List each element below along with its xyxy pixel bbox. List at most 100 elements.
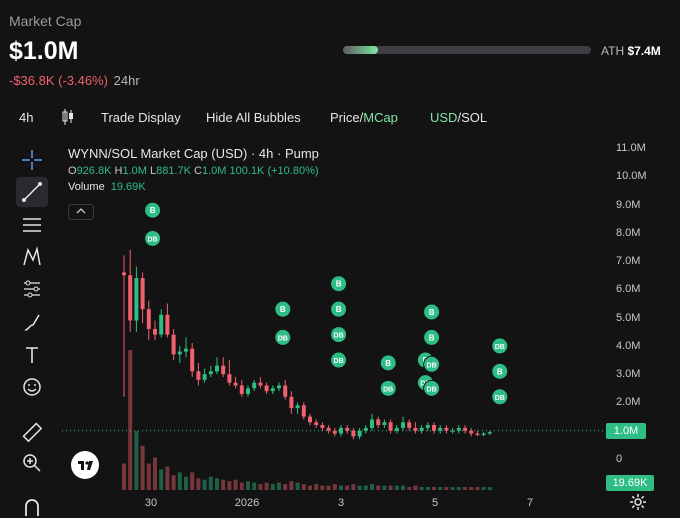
price-chart[interactable]: BDBBDBBBDBDBBDBBBBDBDBDBDBBDB	[62, 140, 610, 490]
emoji-tool[interactable]	[16, 372, 48, 402]
volume-bar	[277, 482, 281, 490]
y-tick-label: 2.0M	[616, 396, 641, 409]
zoom-tool[interactable]	[16, 448, 48, 478]
candle-body	[165, 314, 170, 335]
magnet-tool[interactable]	[16, 492, 48, 518]
ath-prefix: ATH	[601, 44, 625, 58]
crosshair-icon	[22, 150, 42, 170]
drawing-toolbar	[0, 140, 62, 518]
trade-bubble-label: B	[385, 359, 391, 368]
ruler-tool[interactable]	[16, 417, 48, 447]
volume-bar	[357, 485, 362, 490]
volume-bar	[171, 475, 176, 490]
candle-body	[277, 385, 281, 389]
candle-body	[202, 374, 207, 380]
volume-value: 19.69K	[110, 181, 146, 193]
text-icon	[26, 347, 38, 363]
hide-bubbles-button[interactable]: Hide All Bubbles	[206, 110, 301, 125]
collapse-legend-button[interactable]	[68, 204, 94, 220]
volume-bar	[301, 484, 306, 490]
volume-bar	[432, 487, 436, 490]
market-cap-label: Market Cap	[9, 13, 82, 29]
trade-bubble	[330, 351, 348, 369]
trade-bubble	[491, 337, 509, 355]
volume-bar	[227, 481, 232, 490]
interval-button[interactable]: 4h	[19, 110, 34, 125]
volume-bar	[413, 485, 418, 490]
volume-bar	[450, 487, 455, 490]
brush-tool[interactable]	[16, 307, 48, 337]
volume-bar	[202, 479, 207, 490]
volume-bar	[159, 469, 164, 490]
fib-tool[interactable]	[16, 210, 48, 240]
y-tick-label: 0	[616, 453, 623, 465]
ath-value: $7.4M	[627, 44, 661, 58]
trade-bubble	[330, 275, 348, 293]
pattern-tool[interactable]	[16, 242, 48, 272]
candle-body	[438, 427, 443, 431]
x-tick-label: 30	[144, 497, 158, 509]
candle-body	[469, 430, 474, 434]
candle-body	[264, 385, 269, 392]
volume-bar	[239, 482, 244, 490]
forecast-tool[interactable]	[16, 274, 48, 304]
trade-bubble	[423, 379, 441, 397]
volume-bar	[246, 481, 250, 490]
trendline-tool[interactable]	[16, 177, 48, 207]
volume-bar	[425, 487, 430, 490]
price-option[interactable]: Price/	[330, 110, 364, 125]
y-tick-label: 10.0M	[616, 170, 647, 183]
mcap-option[interactable]: MCap	[363, 110, 398, 125]
candle-body	[394, 427, 399, 431]
candle-body	[481, 433, 486, 435]
fib-icon	[23, 218, 41, 232]
candle-body	[463, 427, 467, 431]
chevron-up-icon	[76, 208, 86, 214]
tradingview-logo[interactable]	[71, 451, 99, 479]
trade-display-button[interactable]: Trade Display	[101, 110, 181, 125]
candle-body	[487, 432, 492, 434]
candle-body	[332, 430, 337, 434]
volume-bar	[140, 445, 145, 490]
volume-bar	[252, 482, 257, 490]
volume-bar	[363, 485, 368, 490]
candle-body	[184, 348, 188, 352]
volume-bar	[134, 431, 139, 490]
trade-bubble-label: DB	[495, 344, 505, 351]
candle-body	[289, 396, 294, 409]
close-value: 1.0M	[202, 165, 227, 177]
text-tool[interactable]	[16, 340, 48, 370]
price-mcap-toggle[interactable]: Price/MCap	[330, 110, 398, 125]
y-tick-label: 8.0M	[616, 226, 641, 239]
trade-bubble	[491, 388, 509, 406]
candle-body	[425, 425, 430, 428]
volume-bar	[394, 485, 399, 490]
usd-option[interactable]: USD	[430, 110, 458, 125]
volume-bar	[345, 485, 350, 490]
x-tick-label: 2026	[234, 497, 260, 509]
candle-body	[221, 365, 226, 375]
volume-bar	[215, 478, 219, 490]
y-tick-label: 5.0M	[616, 311, 641, 324]
volume-bar	[456, 487, 461, 490]
candle-body	[122, 272, 126, 276]
volume-bar	[401, 485, 405, 490]
y-axis[interactable]: 11.0M 10.0M 9.0M 8.0M 7.0M 6.0M 5.0M 4.0M 3.0M 2.…	[610, 140, 680, 490]
candle-body	[357, 430, 362, 437]
open-key: O	[68, 165, 77, 177]
crosshair-tool[interactable]	[16, 145, 48, 175]
volume-bar	[283, 484, 288, 490]
sol-option[interactable]: /SOL	[457, 110, 488, 125]
volume-bar	[463, 487, 467, 490]
volume-bar	[438, 487, 443, 490]
ath-progress-bar	[343, 46, 591, 54]
candle-style-icon[interactable]	[61, 108, 75, 126]
usd-sol-toggle[interactable]: USD/SOL	[430, 110, 487, 125]
x-axis[interactable]: 30 2026 3 5 7	[62, 490, 610, 518]
volume-bar	[153, 457, 157, 490]
chart-settings-icon[interactable]	[628, 492, 648, 512]
candle-body	[351, 430, 356, 437]
candle-body	[295, 405, 300, 409]
candle-body	[376, 419, 381, 426]
volume-bar	[332, 484, 337, 490]
